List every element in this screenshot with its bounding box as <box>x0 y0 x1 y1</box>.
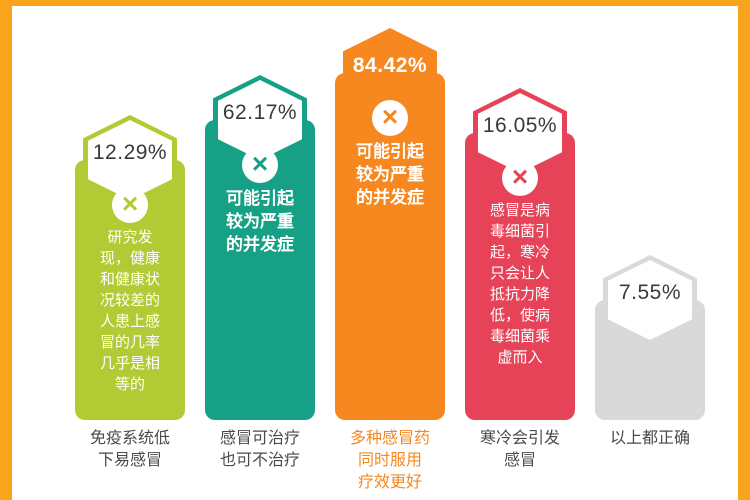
category-label: 感冒可治疗 也可不治疗 <box>219 430 300 469</box>
bar-column-immune: 12.29% 研究发 现，健康 和健康状 况较差的 人患上感 冒的几率 几乎是相… <box>75 0 185 500</box>
bar-column-all-correct: 7.55% 以上都正确 <box>595 0 705 500</box>
percent-value: 62.17% <box>222 101 298 124</box>
bar-note: 可能引起 较为严重 的并发症 <box>226 189 294 254</box>
page-border-right <box>738 0 750 500</box>
percent-value: 84.42% <box>352 54 428 77</box>
category-label: 寒冷会引发 感冒 <box>479 430 560 469</box>
cross-circle-icon <box>242 147 278 183</box>
bar-column-cold-weather: 16.05% 感冒是病 毒细菌引 起，寒冷 只会让人 抵抗力降 低，使病 毒细菌… <box>465 0 575 500</box>
category-label: 以上都正确 <box>609 430 690 447</box>
cross-circle-icon <box>112 187 148 223</box>
percent-value: 16.05% <box>482 114 558 137</box>
bar-note: 感冒是病 毒细菌引 起，寒冷 只会让人 抵抗力降 低，使病 毒细菌乘 虚而入 <box>489 202 550 366</box>
bar-column-treat: 62.17% 可能引起 较为严重 的并发症 感冒可治疗 也可不治疗 <box>205 0 315 500</box>
category-label: 多种感冒药 同时服用 疗效更好 <box>349 430 430 491</box>
bar-column-multi-drug: 84.42% 可能引起 较为严重 的并发症 多种感冒药 同时服用 疗效更好 <box>335 0 445 500</box>
bar-note: 可能引起 较为严重 的并发症 <box>356 142 424 207</box>
category-label: 免疫系统低 下易感冒 <box>89 430 170 469</box>
cross-circle-icon <box>372 100 408 136</box>
page-border-top <box>0 0 750 6</box>
percent-value: 7.55% <box>618 281 682 304</box>
bar-note: 研究发 现，健康 和健康状 况较差的 人患上感 冒的几率 几乎是相 等的 <box>99 229 160 393</box>
percent-value: 12.29% <box>92 141 168 164</box>
cross-circle-icon <box>502 160 538 196</box>
page-border-left <box>0 0 12 500</box>
